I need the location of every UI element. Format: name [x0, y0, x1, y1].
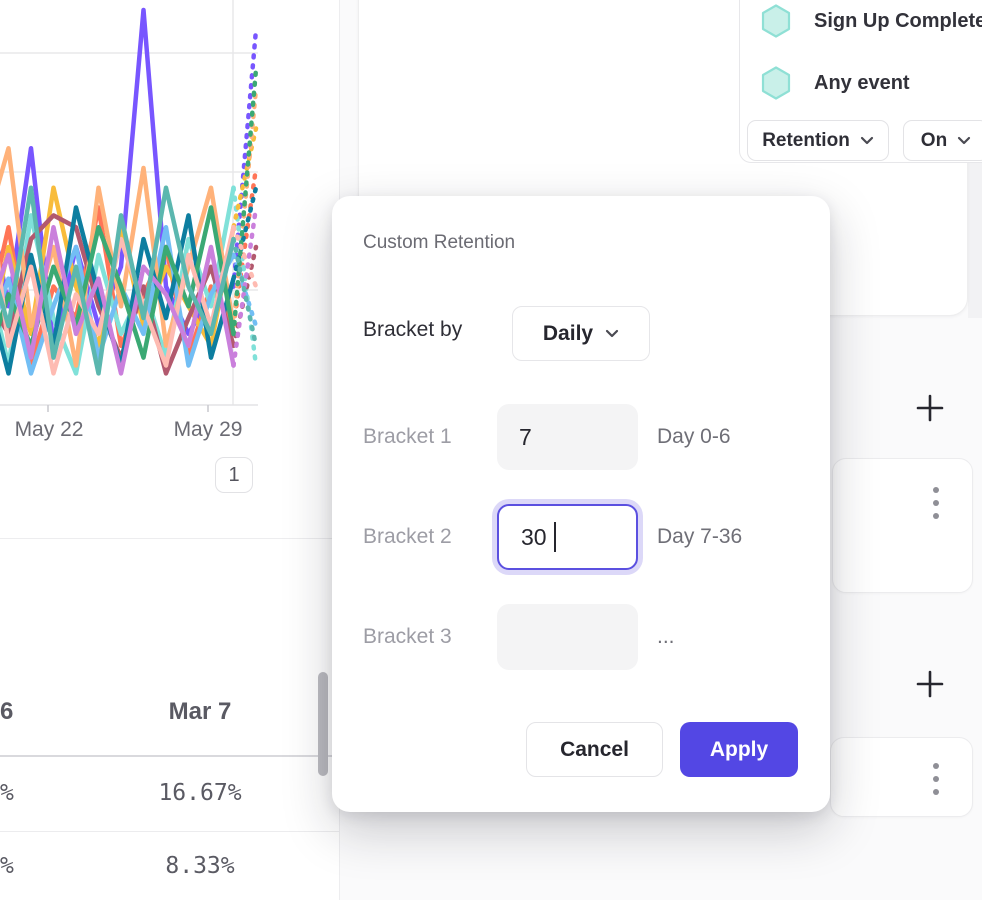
custom-retention-modal: Custom Retention Bracket by Daily Bracke…	[332, 196, 830, 812]
bracket-2-range: Day 7-36	[657, 525, 743, 548]
report-card: May 22 May 29 1 6 Mar 7 % 16.67% % 8.33%	[0, 0, 340, 900]
chart-series-line[interactable]	[0, 225, 236, 376]
x-axis-tick-label: May 29	[173, 418, 243, 441]
chevron-down-icon	[860, 136, 873, 145]
bracket-2-input-wrap	[497, 504, 638, 570]
add-section-button[interactable]	[914, 668, 946, 700]
bracket-3-input-wrap	[497, 604, 638, 670]
kebab-menu-icon	[933, 487, 939, 493]
bracket-3-label: Bracket 3	[363, 625, 452, 648]
cell-partial: %	[0, 853, 14, 879]
step-row-return-event[interactable]: Any event	[761, 65, 910, 101]
card-menu-button[interactable]	[927, 481, 945, 525]
bracket-by-dropdown-label: Daily	[542, 321, 594, 345]
cell-value: 8.33%	[165, 853, 235, 879]
header-divider	[0, 755, 340, 757]
column-header: Mar 7	[168, 698, 232, 725]
chart-series-line-projected[interactable]	[231, 225, 259, 289]
apply-button[interactable]: Apply	[680, 722, 798, 777]
pagination-page-1[interactable]: 1	[215, 457, 253, 493]
kebab-menu-icon	[933, 763, 939, 769]
on-dropdown[interactable]: On	[903, 120, 982, 161]
plus-icon	[916, 670, 944, 698]
chart-canvas	[0, 0, 259, 412]
column-header-partial: 6	[0, 698, 14, 725]
chart-series-line[interactable]	[0, 185, 236, 376]
chart-series-line-projected[interactable]	[231, 27, 259, 289]
plus-icon	[916, 394, 944, 422]
bracket-by-label: Bracket by	[363, 318, 463, 341]
chart-series-line-projected[interactable]	[231, 126, 259, 230]
bracket-3-input[interactable]	[497, 604, 638, 670]
event-name: Sign Up Completed	[814, 9, 982, 32]
bracket-3-range: ...	[657, 625, 675, 648]
chevron-down-icon	[605, 329, 619, 338]
cancel-button[interactable]: Cancel	[526, 722, 663, 777]
bracket-by-dropdown[interactable]: Daily	[512, 306, 650, 361]
rail-card	[832, 458, 973, 593]
vertical-scrollbar-thumb[interactable]	[318, 672, 328, 776]
chart-series-line-projected[interactable]	[231, 86, 259, 329]
chart-series-line-projected[interactable]	[231, 67, 259, 337]
x-axis-tick-label: May 22	[14, 418, 84, 441]
chart-series-line[interactable]	[0, 146, 236, 368]
event-name: Any event	[814, 71, 910, 94]
chart-series-line-projected[interactable]	[231, 165, 259, 329]
hexagon-icon	[761, 4, 791, 38]
step-row-first-event[interactable]: Sign Up Completed then	[761, 3, 982, 39]
on-dropdown-label: On	[920, 129, 948, 151]
bracket-1-input-wrap	[497, 404, 638, 470]
cell-partial: %	[0, 780, 14, 806]
rail-card	[830, 737, 973, 817]
bracket-1-input[interactable]	[497, 404, 638, 470]
metric-dropdown[interactable]: Retention	[747, 120, 889, 161]
card-menu-button[interactable]	[927, 757, 945, 801]
section-divider	[0, 538, 340, 539]
text-cursor	[554, 522, 556, 552]
metric-dropdown-label: Retention	[762, 129, 850, 151]
row-divider	[0, 831, 340, 832]
retention-line-chart[interactable]: May 22 May 29	[0, 0, 340, 455]
chevron-down-icon	[958, 136, 971, 145]
cell-value: 16.67%	[158, 780, 242, 806]
bracket-2-input[interactable]	[497, 504, 638, 570]
add-section-button[interactable]	[914, 392, 946, 424]
modal-title: Custom Retention	[363, 232, 516, 253]
bracket-2-label: Bracket 2	[363, 525, 452, 548]
bracket-1-label: Bracket 1	[363, 425, 452, 448]
hexagon-icon	[761, 66, 791, 100]
bracket-1-range: Day 0-6	[657, 425, 731, 448]
chart-series-line-projected[interactable]	[231, 185, 259, 281]
chart-series-line-projected[interactable]	[231, 236, 259, 348]
